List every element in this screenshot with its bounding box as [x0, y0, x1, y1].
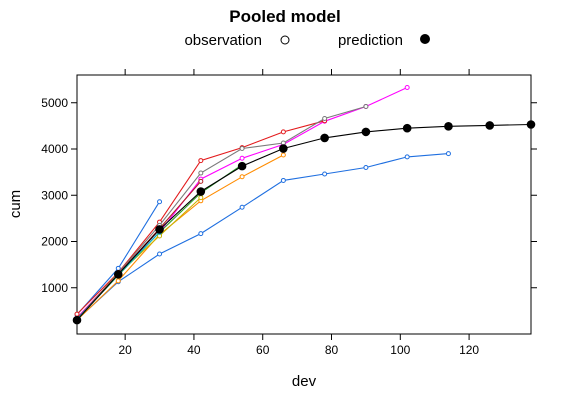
observation-point	[239, 174, 245, 180]
observation-point	[115, 278, 121, 284]
plot-frame	[76, 74, 532, 335]
observation-point	[157, 251, 163, 257]
y-tick-label: 2000	[41, 235, 68, 249]
observation-point	[239, 146, 245, 152]
x-tick-label: 40	[187, 343, 201, 357]
prediction-point	[526, 120, 536, 129]
observation-point	[239, 204, 245, 210]
prediction-point	[444, 122, 453, 131]
prediction-point	[113, 270, 123, 279]
observation-line-0	[76, 87, 408, 319]
observation-point	[280, 152, 286, 158]
chart-title: Pooled model	[229, 7, 340, 26]
observation-point	[322, 171, 328, 177]
x-tick-label: 60	[256, 343, 270, 357]
x-tick-label: 20	[118, 343, 132, 357]
observation-line-1	[76, 153, 449, 321]
y-axis-label: cum	[7, 190, 24, 218]
series-lines	[74, 84, 532, 323]
x-tick-label: 80	[325, 343, 339, 357]
prediction-point	[196, 187, 206, 196]
legend-marker-observation	[280, 35, 290, 45]
prediction-point	[155, 225, 164, 234]
observation-point	[445, 151, 451, 157]
observation-point	[363, 165, 369, 170]
observation-point	[74, 311, 80, 317]
prediction-point	[72, 315, 82, 325]
axis-ticks: 20 40 60 80 100 120 1000 2000 3000 4000 5000	[41, 69, 537, 357]
prediction-point	[279, 144, 288, 153]
observation-line-5	[76, 105, 367, 320]
observation-point	[115, 265, 121, 271]
observation-point	[198, 170, 204, 176]
x-tick-label: 100	[390, 343, 410, 357]
observation-point	[198, 195, 204, 201]
prediction-point	[237, 161, 247, 171]
observation-point	[239, 155, 245, 161]
legend-marker-prediction	[420, 34, 430, 44]
legend: observation prediction	[184, 32, 430, 49]
series-points	[72, 120, 536, 325]
observation-point	[198, 178, 204, 184]
prediction-point	[361, 127, 371, 137]
y-tick-label: 1000	[41, 281, 68, 295]
x-axis-label: dev	[292, 373, 317, 390]
prediction-point	[485, 121, 495, 130]
observation-point	[157, 199, 163, 205]
observation-point	[198, 231, 204, 237]
y-tick-label: 4000	[41, 142, 68, 156]
prediction-line	[76, 123, 532, 321]
prediction-point	[320, 133, 329, 143]
observation-line-6	[76, 181, 202, 320]
legend-label-prediction: prediction	[338, 32, 403, 49]
observation-point	[404, 154, 410, 160]
legend-label-observation: observation	[184, 32, 262, 49]
observation-point	[322, 115, 328, 121]
observation-point	[280, 129, 286, 135]
observation-line-3	[76, 154, 284, 321]
observation-point	[280, 177, 286, 183]
observation-point	[198, 158, 204, 164]
observation-line-2	[76, 201, 160, 315]
observation-point	[363, 103, 369, 109]
prediction-point	[402, 123, 412, 133]
observation-point	[404, 84, 410, 90]
y-tick-label: 5000	[41, 96, 68, 110]
y-tick-label: 3000	[41, 188, 68, 202]
x-tick-label: 120	[459, 343, 479, 357]
